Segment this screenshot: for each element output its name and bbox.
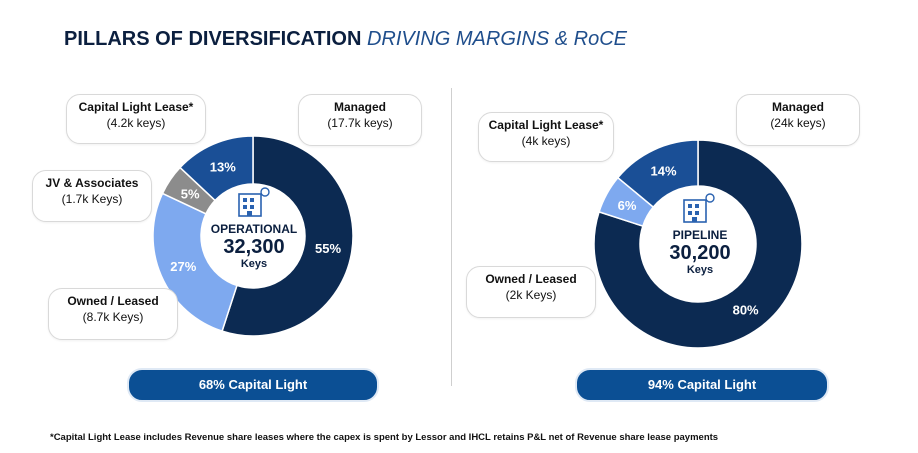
callout-owned-leased: Owned / Leased (8.7k Keys) bbox=[48, 288, 178, 340]
operational-center: OPERATIONAL 32,300 Keys bbox=[210, 222, 298, 270]
slice-capital-light-lease bbox=[179, 135, 254, 202]
page-title: PILLARS OF DIVERSIFICATION DRIVING MARGI… bbox=[64, 28, 628, 50]
footnote: *Capital Light Lease includes Revenue sh… bbox=[50, 432, 719, 443]
page-subtitle: DRIVING MARGINS & RoCE bbox=[366, 28, 628, 50]
slice-value-label: 6% bbox=[618, 198, 637, 213]
slice-value-label: 14% bbox=[650, 164, 676, 179]
slice-value-label: 27% bbox=[170, 259, 196, 274]
slice-value-label: 80% bbox=[733, 303, 759, 318]
building-icon bbox=[238, 187, 270, 217]
callout-capital-light-lease: Capital Light Lease* (4.2k keys) bbox=[66, 94, 206, 144]
callout-pipeline-owned-leased: Owned / Leased (2k Keys) bbox=[466, 266, 596, 318]
slice-managed bbox=[221, 135, 354, 337]
slice-value-label: 55% bbox=[315, 241, 341, 256]
callout-managed: Managed (17.7k keys) bbox=[298, 94, 422, 146]
callout-jv-associates: JV & Associates (1.7k Keys) bbox=[32, 170, 152, 222]
slice-value-label: 13% bbox=[210, 159, 236, 174]
slice-capital-light-lease bbox=[616, 139, 699, 209]
pipeline-center: PIPELINE 30,200 Keys bbox=[669, 228, 731, 276]
slice-managed bbox=[593, 139, 803, 349]
section-divider bbox=[451, 88, 452, 386]
pipeline-capital-light-pill: 94% Capital Light bbox=[575, 368, 829, 402]
callout-pipeline-managed: Managed (24k keys) bbox=[736, 94, 860, 146]
operational-capital-light-pill: 68% Capital Light bbox=[127, 368, 379, 402]
callout-pipeline-capital-light-lease: Capital Light Lease* (4k keys) bbox=[478, 112, 614, 162]
slice-value-label: 5% bbox=[181, 186, 200, 201]
building-icon bbox=[683, 193, 715, 223]
